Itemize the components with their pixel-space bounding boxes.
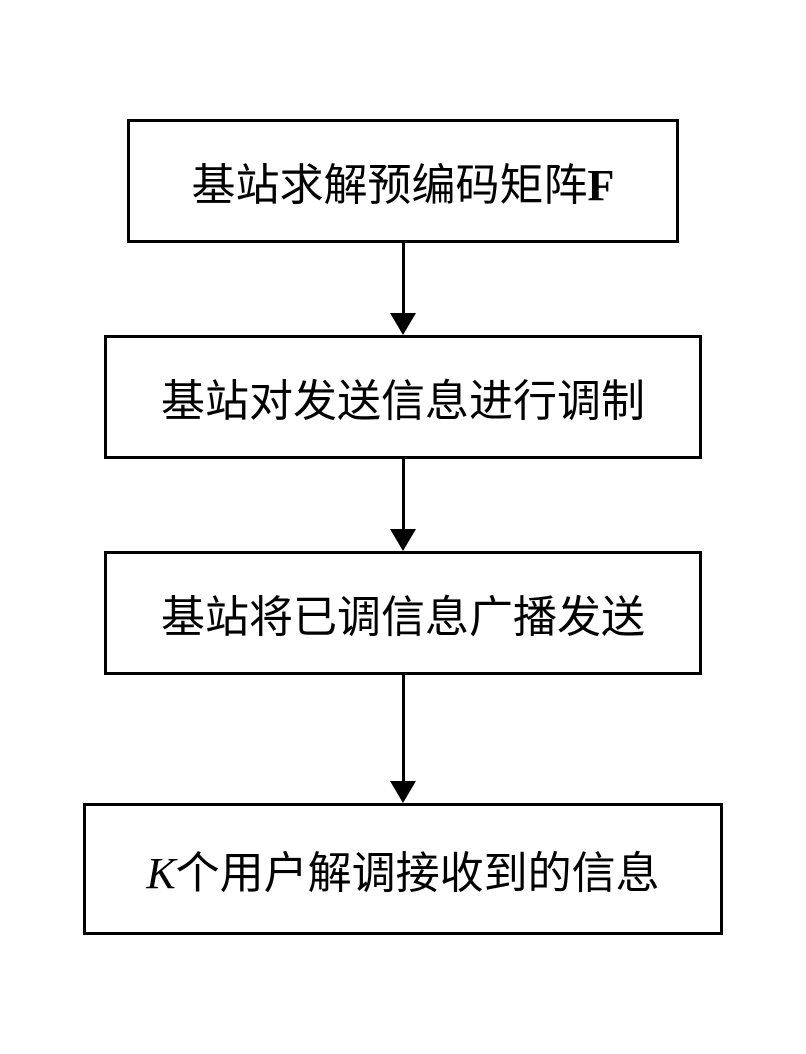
flowchart-node-1: 基站求解预编码矩阵F <box>127 119 679 243</box>
node-1-text: 基站求解预编码矩阵F <box>192 149 615 213</box>
arrow-3-line <box>402 675 405 781</box>
node-4-text: K个用户解调接收到的信息 <box>146 837 659 901</box>
node-1-text-bold: F <box>588 161 615 210</box>
arrow-2-line <box>402 459 405 529</box>
flowchart-arrow-1 <box>390 243 416 335</box>
flowchart-arrow-2 <box>390 459 416 551</box>
flowchart-arrow-3 <box>390 675 416 803</box>
flowchart-node-4: K个用户解调接收到的信息 <box>83 803 723 935</box>
node-3-text: 基站将已调信息广播发送 <box>161 581 645 645</box>
arrow-1-line <box>402 243 405 313</box>
arrow-1-head <box>390 313 416 335</box>
arrow-2-head <box>390 529 416 551</box>
node-2-text: 基站对发送信息进行调制 <box>161 365 645 429</box>
node-4-text-suffix: 个用户解调接收到的信息 <box>176 849 660 898</box>
node-4-text-italic: K <box>146 849 175 898</box>
flowchart-container: 基站求解预编码矩阵F 基站对发送信息进行调制 基站将已调信息广播发送 K个用户解… <box>0 119 806 935</box>
node-1-text-prefix: 基站求解预编码矩阵 <box>192 161 588 210</box>
flowchart-node-3: 基站将已调信息广播发送 <box>104 551 702 675</box>
flowchart-node-2: 基站对发送信息进行调制 <box>104 335 702 459</box>
arrow-3-head <box>390 781 416 803</box>
